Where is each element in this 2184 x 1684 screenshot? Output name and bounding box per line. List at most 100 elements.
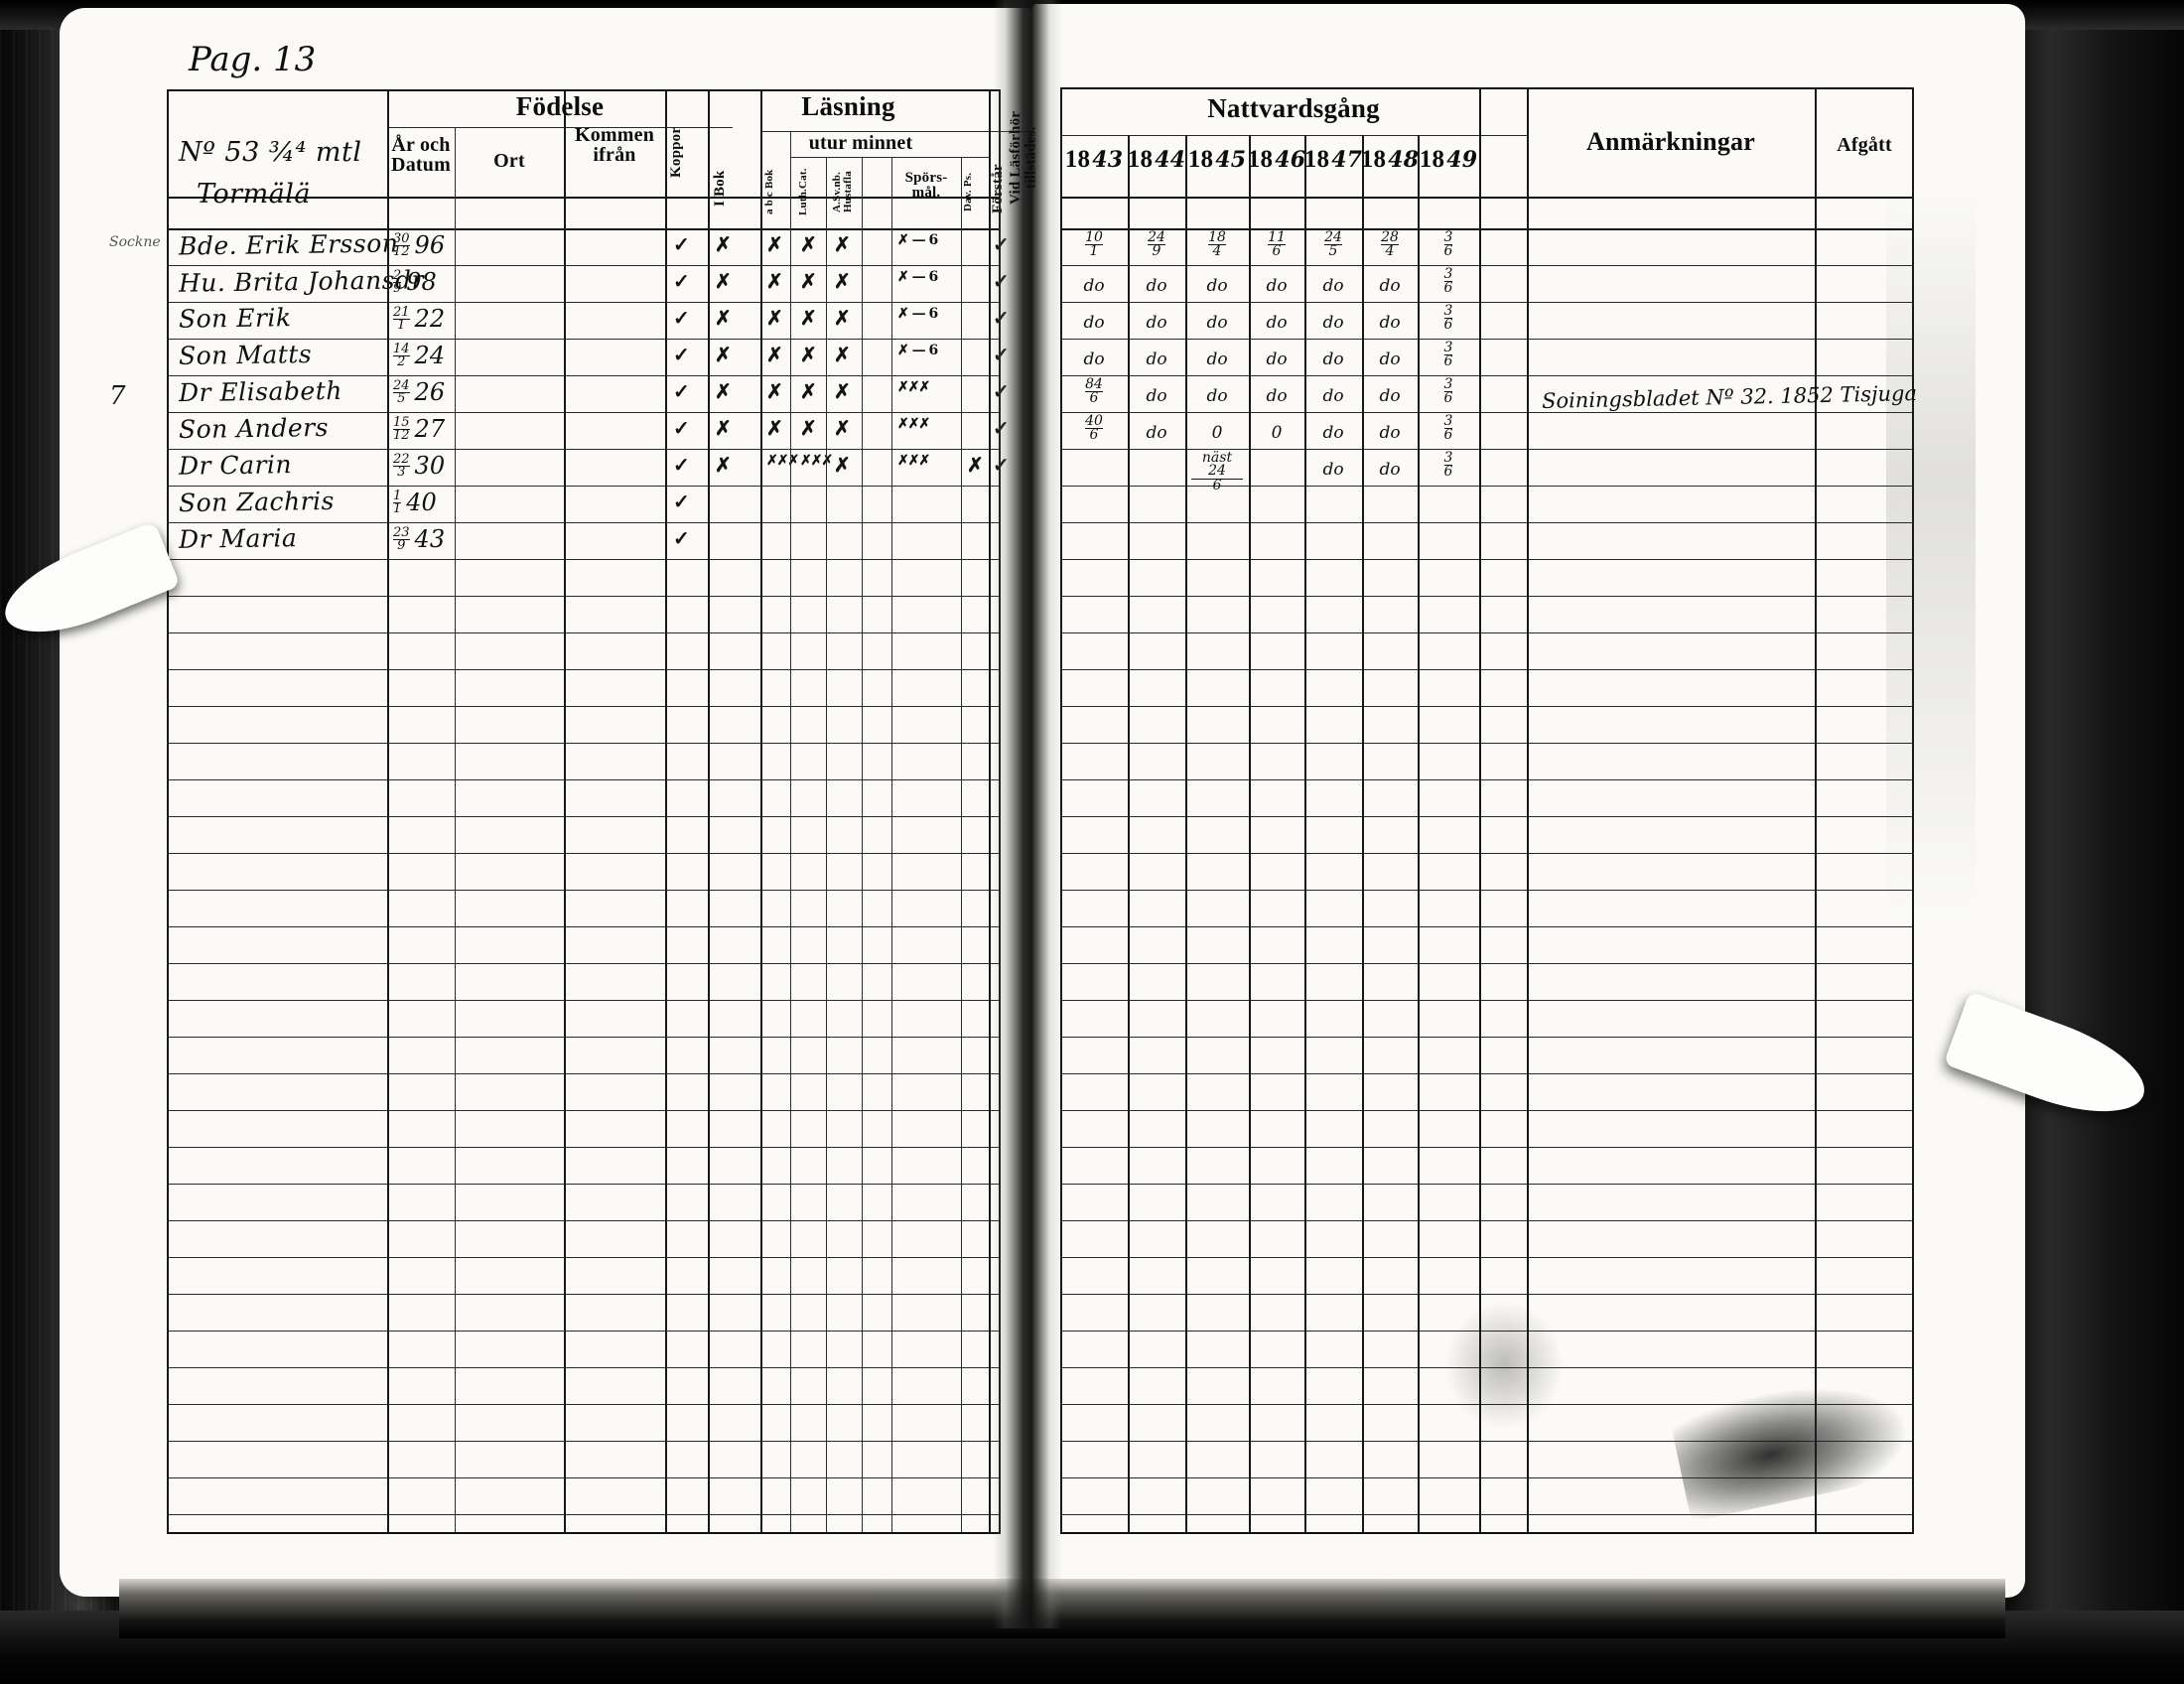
lasning-i-bok-row-5: ✗: [715, 416, 732, 440]
nattvard-cell: do: [1379, 276, 1401, 296]
lasning-i-bok-row-1: ✗: [715, 269, 732, 293]
header-utur-minnet: utur minnet: [808, 132, 913, 154]
nattvard-cell: do: [1146, 276, 1167, 296]
lasning-luth-cat-row-0: ✗: [800, 232, 817, 256]
nattvard-cell: do: [1322, 350, 1344, 369]
nattvard-year-1846: 18 46: [1247, 146, 1306, 173]
koppor-mark-row-3: ✓: [673, 343, 690, 366]
nattvard-cell: 28 4: [1381, 229, 1399, 260]
header-i-bok: I Bok: [712, 170, 728, 208]
lasning-luth-cat-row-6: ✗✗✗: [800, 453, 833, 469]
nattvard-cell: 11 6: [1268, 229, 1286, 260]
lasning-hustafla-row-3: ✗: [834, 343, 851, 366]
header-kommen-ifran: Kommen ifrån: [574, 124, 655, 167]
nattvard-year-1847: 18 47: [1303, 146, 1363, 173]
lasning-hustafla-row-6: ✗: [834, 453, 851, 477]
household-heading-line1: Nº 53 ¾⁴ mtl: [179, 137, 362, 168]
nattvard-cell: do: [1322, 313, 1344, 333]
lasning-abc-bok-row-4: ✗: [766, 379, 783, 403]
left-page: [60, 8, 1032, 1597]
margin-note-row-0: Sockne: [109, 234, 161, 250]
nattvard-cell: do: [1206, 386, 1228, 406]
nattvard-cell: do: [1146, 350, 1167, 369]
nattvard-cell: do: [1146, 386, 1167, 406]
lasning-abc-bok-row-1: ✗: [766, 269, 783, 293]
nattvard-cell: do: [1206, 313, 1228, 333]
birth-date-row-8: 23 9 43: [393, 524, 446, 553]
header-koppor: Koppor: [668, 126, 684, 178]
header-dav-ps: Dav. Ps.: [962, 172, 974, 211]
nattvard-cell: do: [1146, 423, 1167, 443]
lasning-i-bok-row-6: ✗: [715, 453, 732, 477]
koppor-mark-row-2: ✓: [673, 306, 690, 330]
lasning-abc-bok-row-3: ✗: [766, 343, 783, 366]
header-ort: Ort: [493, 150, 525, 172]
koppor-mark-row-6: ✓: [673, 453, 690, 477]
lasning-i-bok-row-3: ✗: [715, 343, 732, 366]
nattvard-cell: do: [1266, 313, 1288, 333]
lasning-hustafla-row-0: ✗: [834, 232, 851, 256]
scanner-right-border: [2005, 0, 2184, 1684]
lasning-abc-bok-row-5: ✗: [766, 416, 783, 440]
household-heading-line2: Tormälä: [197, 179, 312, 210]
nattvard-cell: do: [1379, 386, 1401, 406]
header-nattvardsgang: Nattvardsgång: [1207, 93, 1380, 123]
koppor-mark-row-8: ✓: [673, 526, 690, 550]
birth-date-row-6: 22 3 30: [393, 451, 446, 480]
header-vid-lasforhor: Vid Läsförhör tillstädes.: [1008, 110, 1039, 206]
birth-date-row-4: 24 5 26: [393, 377, 446, 406]
birth-date-row-0: 30 12 96: [393, 230, 446, 259]
lasning-luth-cat-row-4: ✗: [800, 379, 817, 403]
nattvard-cell: 18 4: [1208, 229, 1226, 260]
nattvard-cell: 0: [1271, 423, 1283, 443]
lasning-sporsmal-row-2: ✗ — 6: [897, 306, 938, 322]
nattvard-year-1845: 18 45: [1187, 146, 1247, 173]
lasning-sporsmal-row-4: ✗✗✗: [897, 379, 930, 395]
nattvard-cell: 84 6: [1085, 376, 1103, 407]
header-abc-bok: a b c Bok: [763, 169, 775, 214]
nattvard-cell: do: [1206, 350, 1228, 369]
anmarkning-note: Soiningsbladet Nº 32. 1852 Tisjuga: [1541, 381, 1918, 413]
birth-date-row-2: 21 1 22: [393, 304, 446, 333]
header-afgatt: Afgått: [1837, 134, 1892, 156]
lasning-hustafla-row-4: ✗: [834, 379, 851, 403]
nattvard-cell: do: [1379, 460, 1401, 480]
lasning-hustafla-row-2: ✗: [834, 306, 851, 330]
nattvard-cell: näst 24 6: [1191, 451, 1243, 493]
header-sporsmal: Spörs-mål.: [904, 170, 948, 202]
nattvard-year-1848: 18 48: [1360, 146, 1420, 173]
left-ledger-table: Födelse År och Datum Ort Kommen ifrån Ko…: [167, 89, 1030, 1534]
nattvard-cell: do: [1379, 313, 1401, 333]
nattvard-cell: 40 6: [1085, 413, 1103, 444]
lasning-abc-bok-row-0: ✗: [766, 232, 783, 256]
nattvard-cell: do: [1266, 386, 1288, 406]
nattvard-cell: do: [1266, 276, 1288, 296]
nattvard-cell: 24 9: [1148, 229, 1165, 260]
birth-date-row-1: 2 9 98: [393, 267, 437, 296]
nattvard-cell: do: [1083, 313, 1105, 333]
lasning-dav-ps-row-6: ✗: [967, 453, 984, 477]
lasning-i-bok-row-4: ✗: [715, 379, 732, 403]
nattvard-cell: do: [1083, 350, 1105, 369]
nattvard-year-1844: 18 44: [1127, 146, 1186, 173]
nattvard-cell: do: [1146, 313, 1167, 333]
right-ledger-table: Nattvardsgång Anmärkningar Afgått 18 43 18…: [1060, 87, 1918, 1534]
nattvard-cell: do: [1083, 276, 1105, 296]
nattvard-cell: do: [1266, 350, 1288, 369]
margin-note-row-4: 7: [109, 381, 126, 411]
nattvard-cell: do: [1206, 276, 1228, 296]
nattvard-cell: do: [1322, 276, 1344, 296]
nattvard-year-1843: 18 43: [1064, 146, 1124, 173]
lasning-luth-cat-row-3: ✗: [800, 343, 817, 366]
koppor-mark-row-0: ✓: [673, 232, 690, 256]
nattvard-cell: do: [1379, 350, 1401, 369]
lasning-luth-cat-row-2: ✗: [800, 306, 817, 330]
nattvard-cell: do: [1322, 460, 1344, 480]
nattvard-cell: do: [1379, 423, 1401, 443]
lasning-i-bok-row-2: ✗: [715, 306, 732, 330]
